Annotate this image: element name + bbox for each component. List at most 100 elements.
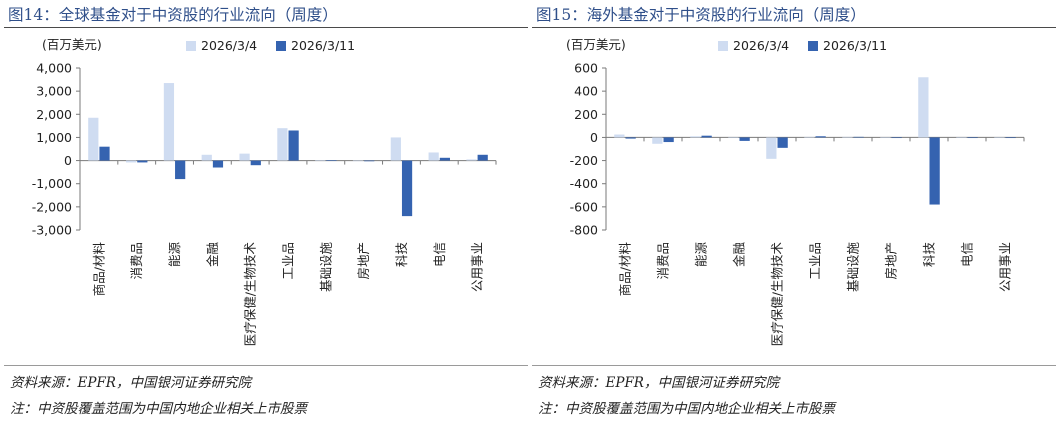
y-axis-label: (百万美元) [42,37,102,52]
y-tick-label: 600 [574,61,598,76]
bar [728,137,739,139]
bar [891,137,902,139]
x-tick-label: 房地产 [884,242,899,280]
bar [466,159,477,161]
y-tick-label: 4,000 [36,61,72,76]
legend-swatch [808,41,818,51]
bar [126,160,137,163]
x-tick-label: 公用事业 [998,242,1013,292]
bar [880,137,891,139]
bar [918,77,929,138]
bar [137,160,148,163]
bar [250,160,261,166]
x-tick-label: 科技 [922,242,937,268]
legend-swatch [718,41,728,51]
y-tick-label: 1,000 [36,130,72,145]
chart-title: 图15：海外基金对于中资股的行业流向（周度） [536,6,866,24]
footnote: 注：中资股覆盖范围为中国内地企业相关上市股票 [10,401,307,417]
bar [967,137,978,139]
legend-swatch [276,41,286,51]
x-tick-label: 工业品 [281,242,296,280]
y-tick-label: -600 [570,199,598,214]
bar [815,136,826,138]
bar [1005,137,1016,139]
source-note: 资料来源：EPFR，中国银河证券研究院 [538,375,779,391]
y-tick-label: 200 [574,107,598,122]
bottom-divider [4,365,528,366]
bar [288,130,299,161]
bar [439,157,450,161]
bar-chart-global: (百万美元) 2026/3/4 2026/3/11 4,000 3,000 2,000 1,… [32,37,497,346]
x-tick-label: 公用事业 [470,242,485,292]
x-tick-label: 消费品 [129,242,144,280]
chart-panel-overseas: 图15：海外基金对于中资股的行业流向（周度） (百万美元) 2026/3/4 202… [532,0,1060,425]
x-tick-label: 能源 [694,242,709,268]
bar [956,137,967,139]
bar [352,160,364,162]
bar [239,153,250,161]
bar [364,160,375,162]
bar [701,135,712,138]
x-tick-label: 医疗保健/生物技术 [770,242,785,347]
x-tick-label: 商品/材料 [91,242,106,297]
legend-label: 2026/3/11 [291,38,355,53]
bar [663,137,674,143]
x-tick-label: 商品/材料 [618,242,633,297]
x-tick-label: 金融 [732,242,747,268]
bar [853,136,864,138]
bar [428,152,439,161]
y-axis-label: (百万美元) [566,37,626,52]
source-note: 资料来源：EPFR，中国银河证券研究院 [10,375,251,391]
y-tick-label: 0 [64,153,72,168]
bar [625,137,636,139]
bar [212,160,224,168]
x-tick-label: 工业品 [808,242,823,280]
x-tick-label: 房地产 [356,242,371,280]
x-tick-label: 基础设施 [318,242,333,293]
bar [175,160,186,180]
legend-label: 2026/3/4 [733,38,789,53]
x-tick-label: 消费品 [656,242,671,280]
bar [842,136,853,138]
bar [477,154,488,161]
bottom-divider [532,365,1056,366]
legend-label: 2026/3/11 [823,38,887,53]
bar [401,160,413,217]
title-divider [4,27,528,28]
bar [690,136,701,138]
x-tick-label: 科技 [394,242,409,268]
y-tick-label: 2,000 [36,107,72,122]
bar [99,146,110,161]
bar [766,137,777,159]
bar [614,134,625,138]
footnote: 注：中资股覆盖范围为中国内地企业相关上市股票 [538,401,835,417]
bar [390,137,401,161]
legend-swatch [186,41,196,51]
bar [163,83,175,161]
x-tick-label: 基础设施 [846,242,861,293]
x-tick-label: 金融 [205,242,220,268]
y-tick-label: -2,000 [32,199,72,214]
bar [201,154,212,161]
x-tick-label: 电信 [432,242,447,267]
y-tick-label: 3,000 [36,84,72,99]
bar [326,160,337,161]
bar [929,137,940,205]
y-tick-label: -1,000 [32,176,72,191]
bar [994,137,1005,139]
x-tick-label: 能源 [167,242,182,268]
bar [277,128,288,161]
y-tick-label: -800 [570,223,598,238]
bar [777,137,788,148]
y-tick-label: -200 [570,153,598,168]
y-tick-label: 400 [574,84,598,99]
legend-label: 2026/3/4 [201,38,257,53]
bar-chart-overseas: (百万美元) 2026/3/4 2026/3/11 600 400 200 0 -200 -40… [566,37,1025,347]
chart-panel-global: 图14：全球基金对于中资股的行业流向（周度） (百万美元) 2026/3/4 202… [4,0,532,425]
bar [739,137,750,141]
bar [88,117,99,161]
title-divider [532,27,1056,28]
y-tick-label: -400 [570,176,598,191]
bar [315,160,326,161]
y-tick-label: 0 [590,130,598,145]
